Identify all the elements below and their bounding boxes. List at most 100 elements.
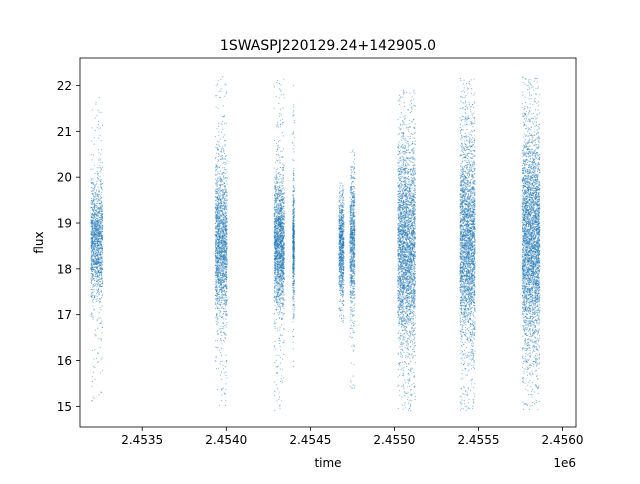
data-point	[223, 212, 225, 214]
data-point	[97, 222, 99, 224]
data-point	[276, 257, 278, 259]
data-point	[100, 240, 102, 242]
data-point	[222, 290, 224, 292]
data-point	[282, 304, 284, 306]
data-point	[278, 250, 280, 252]
data-point	[225, 311, 227, 313]
data-point	[217, 279, 219, 281]
data-point	[225, 255, 227, 257]
data-point	[97, 172, 99, 174]
data-point	[217, 223, 218, 225]
data-point	[216, 83, 218, 85]
data-point	[224, 167, 226, 169]
data-point	[97, 224, 99, 226]
data-point	[95, 273, 97, 275]
data-point	[216, 271, 218, 273]
data-point	[217, 266, 219, 268]
data-point	[218, 258, 220, 260]
data-point	[276, 303, 278, 305]
data-point	[280, 264, 282, 266]
data-point	[102, 285, 104, 287]
data-point	[95, 237, 97, 239]
data-point	[283, 207, 285, 209]
data-point	[222, 262, 224, 264]
data-point	[97, 241, 99, 243]
data-point	[281, 193, 283, 195]
data-point	[275, 200, 277, 202]
data-point	[278, 340, 280, 342]
data-point	[100, 230, 102, 232]
data-point	[283, 253, 285, 255]
data-point	[226, 248, 228, 250]
data-point	[220, 202, 222, 204]
data-point	[94, 271, 96, 273]
data-point	[275, 211, 277, 213]
data-point	[276, 301, 278, 303]
data-point	[278, 182, 280, 184]
data-point	[216, 207, 218, 209]
data-point	[283, 312, 285, 314]
data-point	[215, 340, 217, 342]
data-point	[217, 223, 219, 225]
data-point	[282, 169, 284, 171]
data-point	[217, 170, 219, 172]
data-point	[277, 231, 279, 233]
data-point	[101, 247, 103, 249]
data-point	[91, 193, 93, 195]
data-point	[276, 226, 278, 228]
data-point	[277, 178, 279, 180]
data-point	[102, 182, 104, 184]
data-point	[92, 201, 94, 203]
data-point	[216, 293, 218, 295]
data-point	[278, 216, 280, 218]
data-point	[96, 115, 98, 117]
data-point	[275, 209, 277, 211]
data-point	[97, 256, 99, 258]
data-point	[279, 240, 281, 242]
data-point	[223, 150, 225, 151]
data-point	[283, 342, 285, 344]
data-point	[94, 197, 96, 199]
data-point	[224, 303, 226, 305]
data-point	[280, 294, 282, 296]
data-point	[224, 262, 226, 264]
data-point	[92, 259, 94, 261]
data-point	[225, 228, 227, 230]
data-point	[224, 305, 226, 307]
data-point	[93, 266, 95, 268]
data-point	[219, 194, 221, 196]
data-point	[101, 281, 103, 283]
data-point	[96, 181, 98, 183]
data-point	[99, 238, 101, 239]
data-point	[102, 238, 104, 240]
data-point	[217, 158, 219, 160]
data-point	[215, 251, 217, 253]
data-point	[225, 270, 227, 272]
data-point	[274, 395, 276, 397]
data-point	[218, 154, 220, 156]
data-point	[274, 224, 276, 226]
data-point	[226, 209, 228, 211]
data-point	[217, 205, 219, 207]
data-point	[97, 213, 99, 215]
data-point	[280, 253, 282, 254]
data-point	[276, 297, 278, 299]
data-point	[97, 176, 98, 178]
data-point	[223, 183, 225, 185]
data-point	[218, 217, 220, 219]
data-point	[101, 168, 103, 170]
data-point	[282, 281, 284, 282]
data-point	[222, 269, 224, 271]
data-point	[276, 249, 278, 251]
data-point	[276, 271, 278, 273]
data-point	[100, 234, 102, 236]
data-point	[92, 289, 94, 291]
data-point	[100, 200, 102, 202]
data-point	[277, 237, 279, 239]
data-point	[280, 243, 282, 245]
data-point	[275, 154, 277, 156]
data-point	[218, 197, 220, 199]
data-point	[93, 143, 95, 145]
data-point	[278, 288, 280, 290]
data-point	[223, 203, 225, 205]
